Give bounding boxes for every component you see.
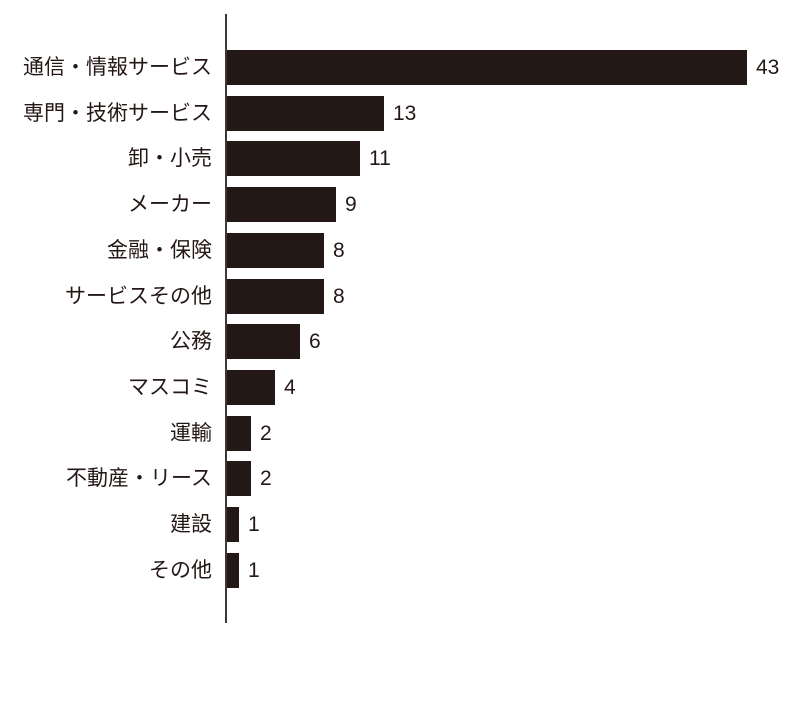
bar-row: メーカー 9 <box>0 187 792 222</box>
bar-row: 金融・保険 8 <box>0 233 792 268</box>
category-label: サービスその他 <box>65 285 212 308</box>
value-label: 4 <box>284 376 296 399</box>
bar <box>227 279 324 314</box>
bar <box>227 233 324 268</box>
bar-row: その他 1 <box>0 553 792 588</box>
value-label: 8 <box>333 285 345 308</box>
category-label: 専門・技術サービス <box>23 102 212 125</box>
bar <box>227 141 360 176</box>
value-label: 1 <box>248 513 260 536</box>
value-label: 8 <box>333 239 345 262</box>
value-label: 9 <box>345 193 357 216</box>
bar <box>227 416 251 451</box>
bar-row: マスコミ 4 <box>0 370 792 405</box>
category-label: マスコミ <box>128 376 212 399</box>
category-label: その他 <box>149 559 212 582</box>
category-label: メーカー <box>128 193 212 216</box>
bar <box>227 370 275 405</box>
category-label: 公務 <box>170 330 212 353</box>
category-label: 建設 <box>170 513 212 536</box>
bar <box>227 324 300 359</box>
bar-row: 運輸 2 <box>0 416 792 451</box>
bar <box>227 187 336 222</box>
value-label: 43 <box>756 56 780 79</box>
value-label: 13 <box>393 102 417 125</box>
bar-row: 公務 6 <box>0 324 792 359</box>
bar-row: 卸・小売 11 <box>0 141 792 176</box>
value-label: 11 <box>369 147 391 170</box>
value-label: 1 <box>248 559 260 582</box>
bar-row: 通信・情報サービス 43 <box>0 50 792 85</box>
category-label: 運輸 <box>170 422 212 445</box>
bar <box>227 553 239 588</box>
bar <box>227 50 747 85</box>
bar-row: 不動産・リース 2 <box>0 461 792 496</box>
y-axis-line <box>225 14 227 623</box>
value-label: 2 <box>260 467 272 490</box>
bar <box>227 507 239 542</box>
category-label: 通信・情報サービス <box>23 56 212 79</box>
value-label: 6 <box>309 330 321 353</box>
bar <box>227 461 251 496</box>
bar-row: 建設 1 <box>0 507 792 542</box>
value-label: 2 <box>260 422 272 445</box>
category-label: 卸・小売 <box>128 147 212 170</box>
bar <box>227 96 384 131</box>
bar-row: サービスその他 8 <box>0 279 792 314</box>
bar-row: 専門・技術サービス 13 <box>0 96 792 131</box>
category-label: 金融・保険 <box>107 239 212 262</box>
category-label: 不動産・リース <box>66 467 212 490</box>
